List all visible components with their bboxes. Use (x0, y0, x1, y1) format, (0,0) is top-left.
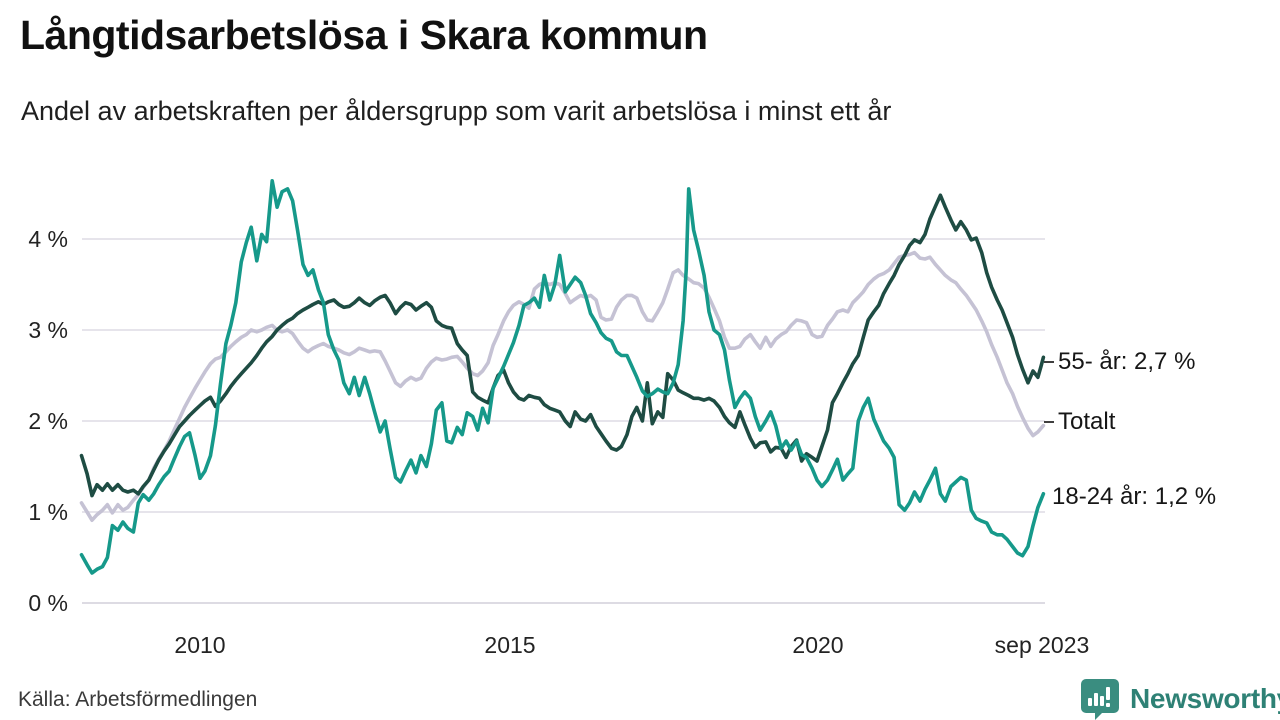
series-line-18-24-r (79, 179, 1046, 575)
y-tick-4: 4 % (28, 226, 68, 252)
series-label-totalt: Totalt (1058, 408, 1116, 435)
x-tick-2010: 2010 (174, 632, 226, 658)
brand-name: Newsworthy (1130, 683, 1280, 714)
x-tick-2015: 2015 (484, 632, 536, 658)
series-line-55-r (79, 193, 1046, 498)
series-label-55: 55- år: 2,7 % (1058, 348, 1196, 375)
chart-subtitle: Andel av arbetskraften per åldersgrupp s… (21, 96, 892, 126)
y-tick-0: 0 % (28, 590, 68, 616)
y-tick-3: 3 % (28, 317, 68, 343)
newsworthy-logo: Newsworthy (1080, 678, 1280, 720)
y-tick-1: 1 % (28, 499, 68, 525)
page-title: Långtidsarbetslösa i Skara kommun (20, 12, 708, 58)
x-tick-sep-2023: sep 2023 (994, 632, 1090, 658)
newsworthy-bubble-chart-icon (1081, 679, 1119, 720)
y-tick-2: 2 % (28, 408, 68, 434)
x-tick-2020: 2020 (792, 632, 844, 658)
series-line-Totalt (79, 250, 1046, 523)
source-note: Källa: Arbetsförmedlingen (18, 688, 258, 711)
series-label-18-24: 18-24 år: 1,2 % (1052, 483, 1217, 510)
